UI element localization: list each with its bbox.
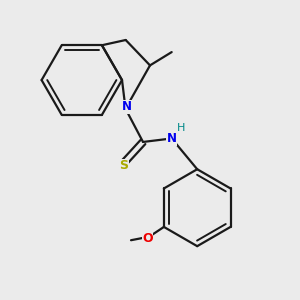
Text: N: N [167, 132, 177, 145]
Text: S: S [119, 159, 128, 172]
Text: H: H [177, 123, 186, 133]
Text: O: O [142, 232, 153, 244]
Text: N: N [122, 100, 132, 113]
